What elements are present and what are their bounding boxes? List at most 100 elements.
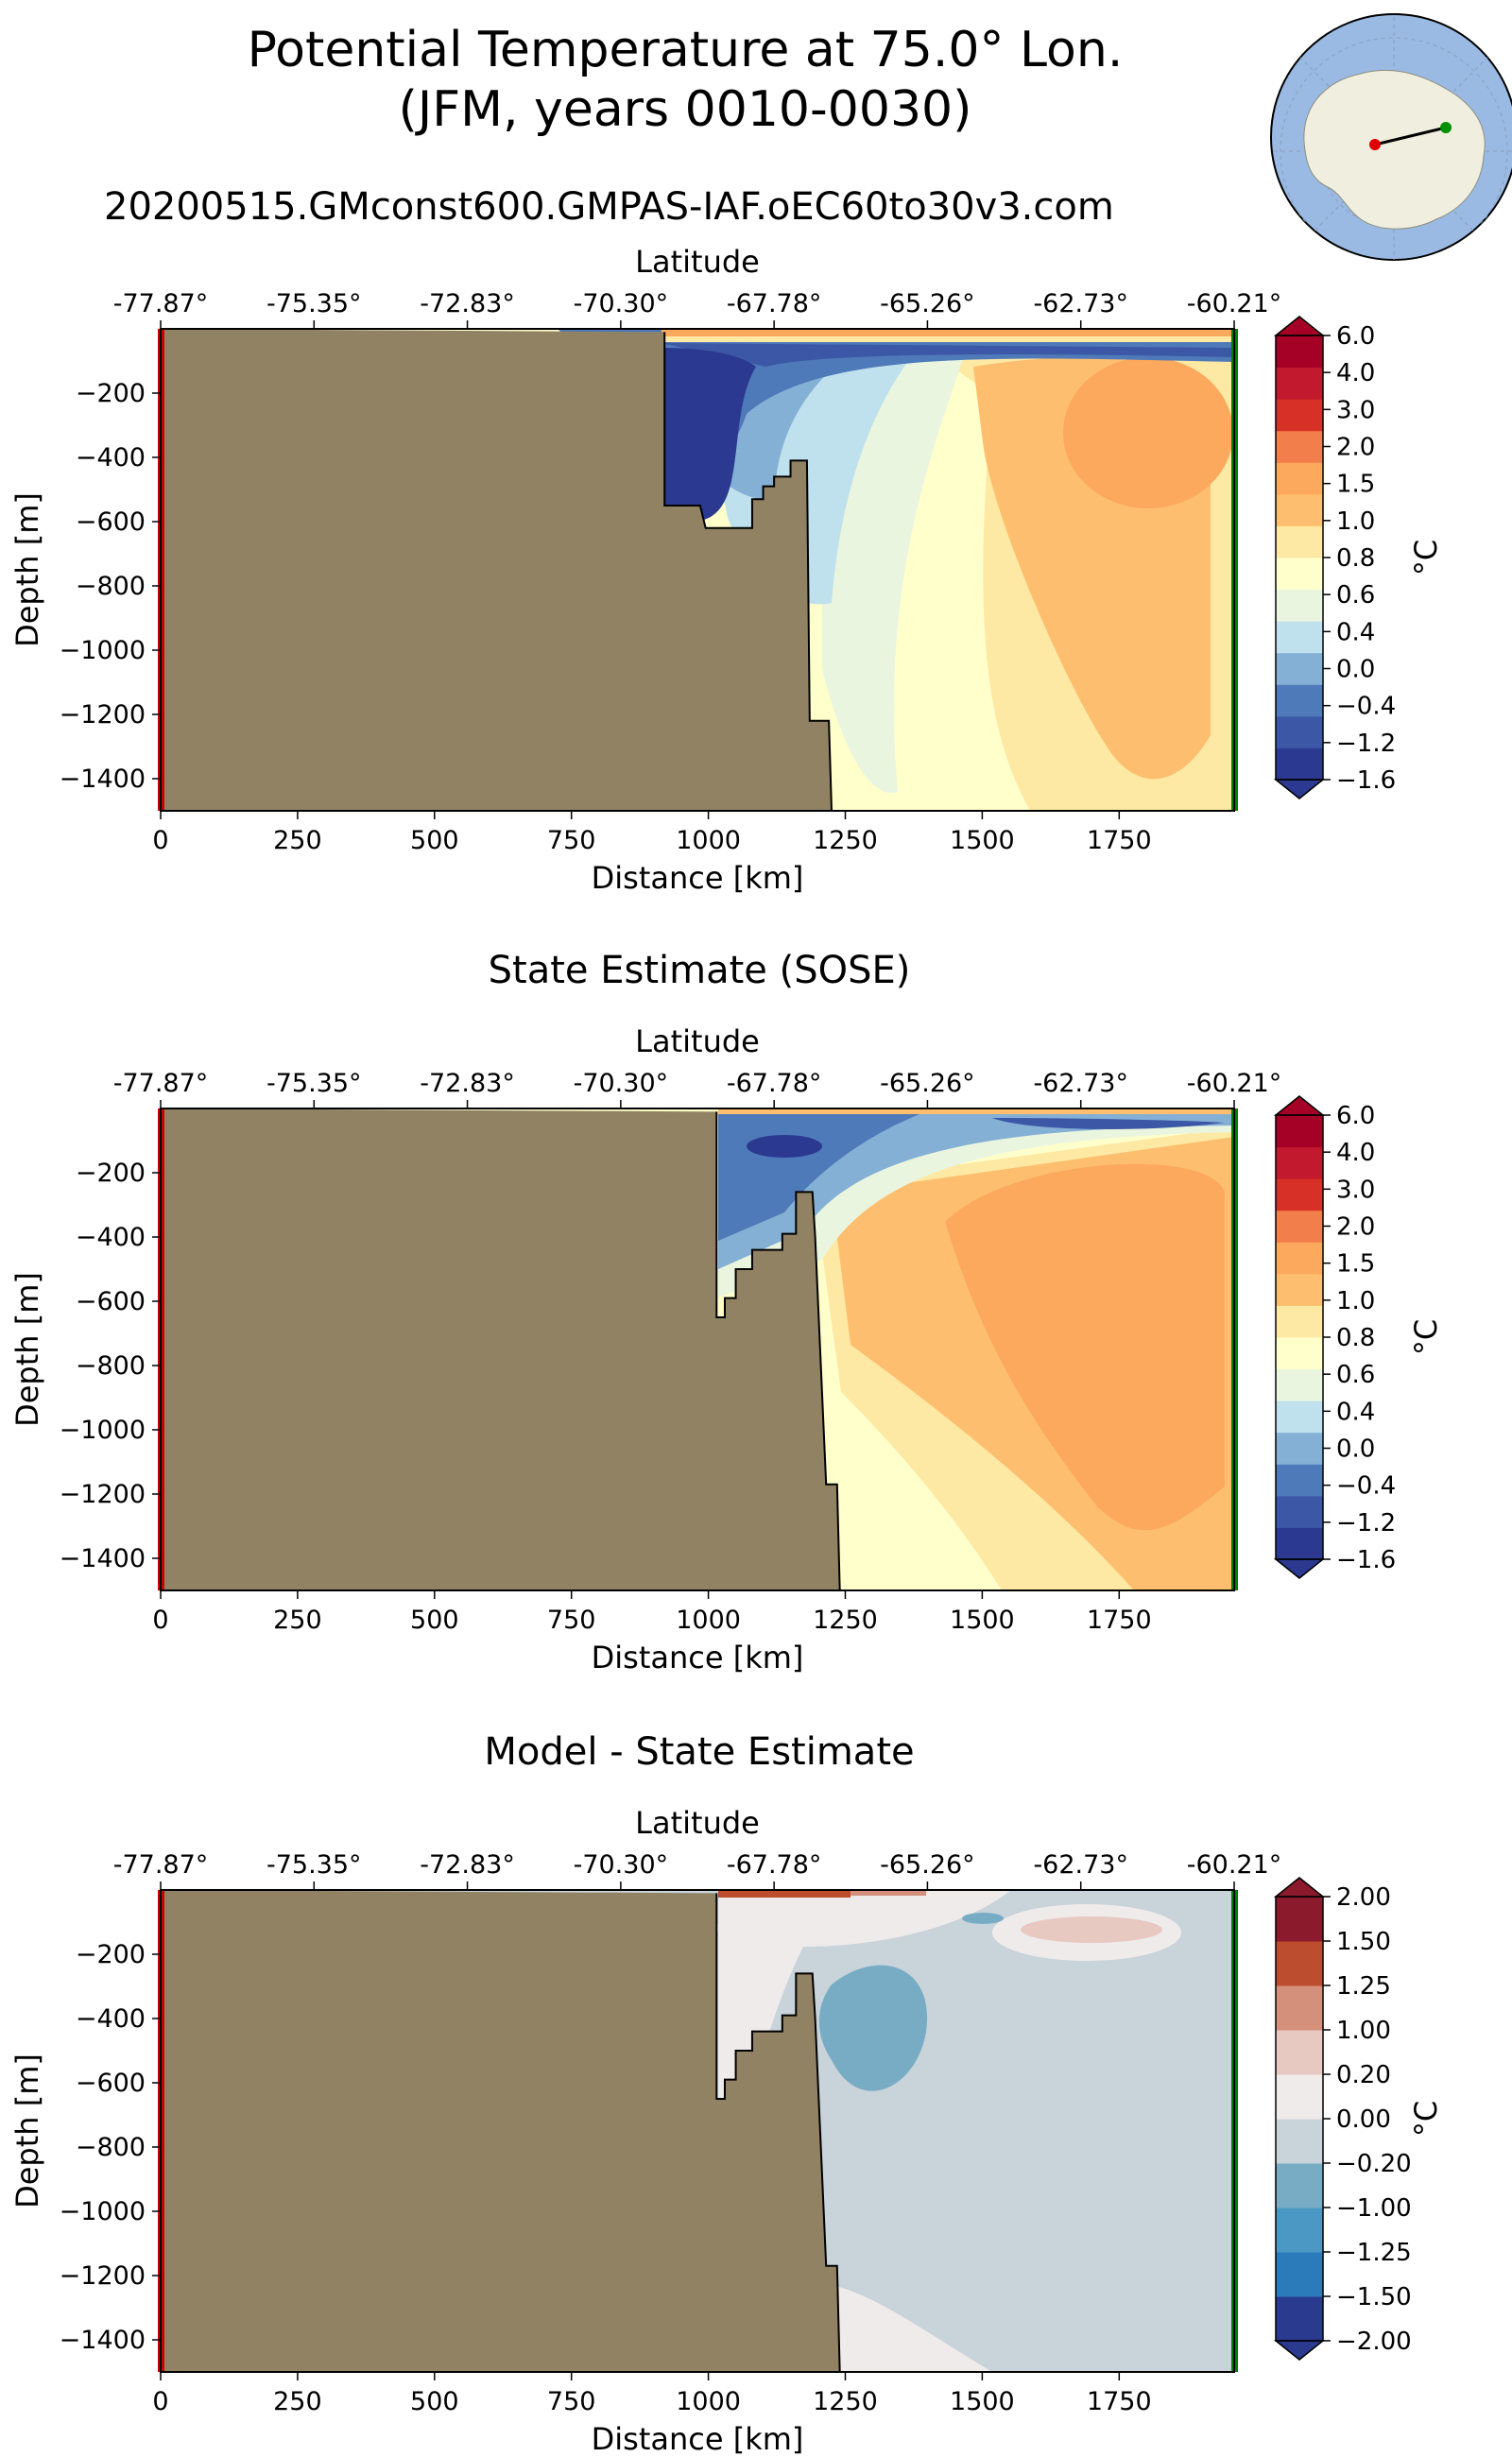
colorbar-tick-label: −2.00 [1336, 2328, 1412, 2356]
colorbar-tick-label: −1.50 [1336, 2283, 1412, 2311]
colorbar-tick-label: −1.2 [1336, 730, 1396, 758]
transect-end-marker [1440, 122, 1452, 133]
y-tick-label: −800 [76, 1351, 146, 1381]
colorbar-tick-label: 0.0 [1336, 1435, 1375, 1464]
axes-frame [160, 328, 1235, 812]
x-tick-label: 0 [152, 1606, 168, 1635]
y-tick-label: −1400 [60, 2326, 146, 2355]
colorbar-tick-label: 3.0 [1336, 396, 1375, 424]
x-tick-label: 0 [152, 2387, 168, 2416]
y-tick-label: −1000 [60, 2197, 146, 2226]
x-tick-label: 0 [152, 826, 168, 855]
y-tick-label: −600 [76, 2069, 146, 2098]
x-tick-label: 1250 [813, 2387, 878, 2416]
colorbar-segment [1276, 1368, 1323, 1401]
y-tick-label: −1400 [60, 1544, 146, 1573]
colorbar-segment [1276, 430, 1323, 463]
colorbar-tick-label: −1.00 [1336, 2194, 1412, 2223]
x-tick-label: 750 [547, 826, 596, 855]
colorbar-segment [1276, 1305, 1323, 1338]
colorbar-segment [1276, 1432, 1323, 1465]
colorbar-segment [1276, 2119, 1323, 2164]
lat-tick-label: -70.30° [574, 1850, 669, 1880]
lat-tick-label: -67.78° [727, 1850, 822, 1880]
colorbar-segment [1276, 1941, 1323, 1986]
lat-tick-label: -60.21° [1187, 289, 1282, 318]
colorbar-segment [1276, 525, 1323, 558]
colorbar-tick-label: −1.25 [1336, 2239, 1412, 2267]
panel-sose: State Estimate (SOSE) 0 250 500 750 1000 1250 1… [9, 949, 1444, 1675]
colorbar-segment [1276, 1897, 1323, 1942]
top-axis-label: Latitude [635, 1023, 760, 1059]
colorbar-label: °C [1408, 1319, 1444, 1355]
colorbar-segment [1276, 1400, 1323, 1434]
colorbar-tick-label: −0.4 [1336, 1472, 1396, 1501]
colorbar-max-extend [1273, 1877, 1326, 1898]
bathymetry-outline [715, 1111, 841, 1591]
colorbar-tick-label: 6.0 [1336, 322, 1375, 351]
x-tick-label: 1250 [813, 1606, 878, 1635]
y-tick-label: −400 [76, 443, 146, 472]
x-tick-label: 1750 [1087, 1606, 1152, 1635]
colorbar-segment [1276, 493, 1323, 526]
lat-tick-label: -67.78° [727, 1069, 822, 1098]
lat-tick-label: -75.35° [266, 1850, 362, 1880]
inset-polar-map [1270, 13, 1512, 261]
colorbar-segment [1276, 1115, 1323, 1148]
x-axis-label: Distance [km] [592, 2421, 804, 2457]
x-axis-label: Distance [km] [592, 1640, 804, 1675]
colorbar-tick-label: 4.0 [1336, 359, 1375, 387]
lat-tick-label: -75.35° [266, 1069, 362, 1098]
x-tick-label: 1000 [676, 1606, 741, 1635]
bathymetry-land [161, 1108, 840, 1590]
colorbar-tick-label: 1.5 [1336, 1250, 1375, 1279]
y-tick-label: −600 [76, 507, 146, 537]
colorbar-tick-label: 1.0 [1336, 507, 1375, 536]
y-tick-label: −600 [76, 1287, 146, 1316]
x-tick-label: 1750 [1087, 2387, 1152, 2416]
colorbar-tick-label: 0.6 [1336, 581, 1375, 610]
colorbar-tick-label: 0.00 [1336, 2105, 1391, 2134]
colorbar-segment [1276, 747, 1323, 781]
y-tick-label: −800 [76, 2133, 146, 2162]
top-axis-label: Latitude [635, 244, 760, 280]
colorbar-segment [1276, 1527, 1323, 1560]
y-tick-label: −1200 [60, 2261, 146, 2291]
colorbar: 6.0 4.0 3.0 2.0 1.5 1.0 0.8 0.6 0.4 0.0 −0.4 −1.2 −1… [1273, 1095, 1444, 1579]
y-axis-label: Depth [m] [9, 492, 45, 647]
colorbar-label: °C [1408, 2101, 1444, 2137]
colorbar-segment [1276, 1985, 1323, 2031]
colorbar-tick-label: 2.00 [1336, 1883, 1391, 1912]
colorbar-tick-label: 4.0 [1336, 1139, 1375, 1167]
colorbar-segment [1276, 715, 1323, 748]
y-tick-label: −200 [76, 379, 146, 408]
x-tick-label: 750 [547, 2387, 596, 2416]
colorbar-tick-label: 1.50 [1336, 1928, 1391, 1956]
lat-tick-label: -60.21° [1187, 1850, 1282, 1880]
x-tick-label: 250 [273, 826, 322, 855]
colorbar-segment [1276, 1464, 1323, 1497]
bathymetry-outline [663, 332, 833, 812]
x-tick-label: 1750 [1087, 826, 1152, 855]
colorbar-segment [1276, 367, 1323, 400]
x-tick-label: 1500 [950, 826, 1015, 855]
colorbar-segment [1276, 589, 1323, 622]
colorbar-label: °C [1408, 540, 1444, 576]
figure-title-line1: Potential Temperature at 75.0° Lon. [248, 22, 1124, 78]
colorbar-tick-label: 1.25 [1336, 1972, 1391, 2001]
transect-start-marker [1369, 139, 1381, 150]
lat-tick-label: -72.83° [420, 1850, 515, 1880]
lat-tick-label: -67.78° [727, 289, 822, 318]
x-tick-label: 500 [410, 826, 459, 855]
transect-line [1374, 126, 1447, 146]
y-tick-label: −400 [76, 1223, 146, 1252]
panel-title: Model - State Estimate [484, 1730, 914, 1774]
y-tick-label: −200 [76, 1940, 146, 1969]
panel-model: 0 250 500 750 1000 1250 1500 1750 Distance [km] -… [9, 244, 1444, 896]
colorbar-segment [1276, 462, 1323, 495]
panel-title: State Estimate (SOSE) [489, 949, 911, 992]
colorbar-tick-label: 3.0 [1336, 1176, 1375, 1204]
colorbar-tick-label: 0.4 [1336, 1398, 1375, 1426]
y-tick-label: −800 [76, 572, 146, 601]
lat-tick-label: -77.87° [113, 1850, 209, 1880]
